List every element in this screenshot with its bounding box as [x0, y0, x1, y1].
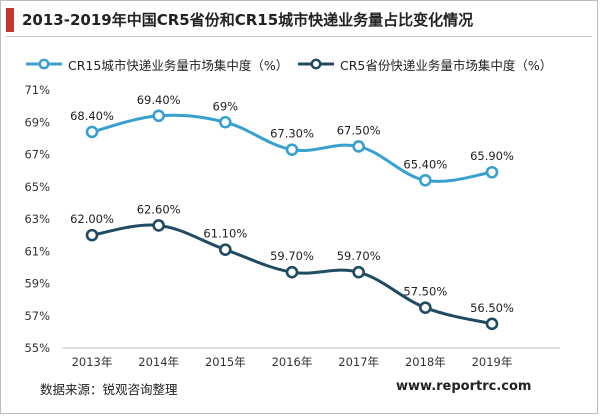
data-point: [219, 243, 232, 256]
y-tick-label: 67%: [24, 148, 50, 162]
x-tick-label: 2017年: [338, 355, 379, 369]
legend-label-cr5: CR5省份快递业务量市场集中度（%）: [340, 57, 553, 73]
data-label: 68.40%: [70, 109, 114, 123]
x-tick-label: 2018年: [405, 355, 446, 369]
data-label: 67.30%: [270, 127, 314, 141]
data-point: [485, 165, 499, 179]
data-point: [219, 115, 232, 129]
source-note: 数据来源：锐观咨询整理: [40, 382, 178, 397]
data-label: 65.90%: [470, 149, 514, 163]
title-divider: [6, 36, 592, 37]
legend-label-cr15: CR15城市快递业务量市场集中度（%）: [68, 57, 289, 73]
y-tick-label: 69%: [24, 115, 50, 129]
data-label: 67.50%: [337, 123, 381, 137]
chart-title: 2013-2019年中国CR5省份和CR15城市快递业务量占比变化情况: [22, 11, 474, 29]
x-tick-label: 2016年: [272, 355, 313, 369]
data-point: [285, 265, 299, 279]
y-tick-label: 59%: [24, 277, 50, 291]
y-tick-label: 57%: [24, 309, 50, 323]
data-point: [85, 125, 99, 139]
data-point: [419, 174, 432, 187]
data-label: 62.00%: [70, 212, 114, 226]
y-tick-label: 61%: [24, 244, 50, 258]
y-tick-label: 65%: [24, 180, 50, 194]
y-tick-label: 63%: [24, 212, 50, 226]
x-tick-label: 2015年: [205, 355, 246, 369]
data-point: [352, 265, 365, 279]
y-tick-label: 71%: [24, 83, 50, 97]
legend-marker-cr5: [298, 58, 334, 70]
data-point: [485, 317, 499, 331]
y-tick-label: 55%: [24, 341, 50, 355]
data-label: 56.50%: [470, 301, 514, 315]
data-label: 57.50%: [403, 285, 447, 299]
legend-item-cr15: CR15城市快递业务量市场集中度（%）: [24, 56, 289, 73]
data-label: 61.10%: [203, 227, 247, 241]
x-tick-label: 2013年: [72, 355, 113, 369]
title-accent-bar: [6, 8, 14, 32]
legend-marker-cr15: [26, 58, 62, 70]
legend-item-cr5: CR5省份快递业务量市场集中度（%）: [296, 56, 553, 73]
data-label: 69.40%: [137, 93, 181, 107]
x-tick-label: 2014年: [138, 355, 179, 369]
data-point: [152, 109, 165, 123]
data-point: [352, 140, 365, 153]
data-point: [85, 228, 99, 242]
data-label: 65.40%: [403, 157, 447, 171]
data-label: 62.60%: [137, 202, 181, 216]
website-label: www.reportrc.com: [396, 379, 532, 394]
x-tick-label: 2019年: [472, 355, 513, 369]
data-label: 69%: [213, 99, 239, 113]
data-point: [419, 301, 432, 314]
data-point: [152, 219, 165, 232]
data-point: [285, 143, 299, 156]
data-label: 59.70%: [270, 249, 314, 263]
data-label: 59.70%: [337, 249, 381, 263]
